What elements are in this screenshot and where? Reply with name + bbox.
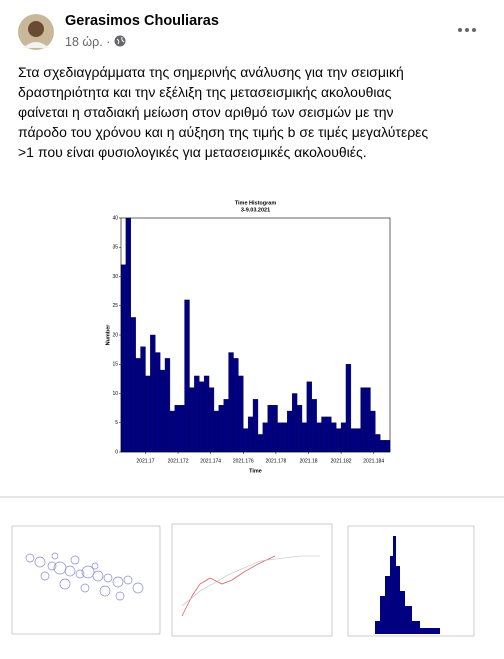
y-tick-label: 20 <box>112 332 118 338</box>
histogram-bar <box>296 404 303 453</box>
histogram-bar <box>140 346 146 453</box>
histogram-bar <box>287 410 293 453</box>
histogram-bar <box>331 422 337 453</box>
histogram-bar <box>218 404 224 453</box>
histogram-bar <box>282 422 288 453</box>
histogram-bar <box>203 375 210 453</box>
x-tick-label: 2021.182 <box>331 458 352 464</box>
histogram-bar <box>243 428 249 453</box>
x-tick-label: 2021.176 <box>233 458 254 464</box>
histogram-bar <box>336 428 342 453</box>
chart-subtitle: 3-9.03.2021 <box>241 207 270 213</box>
histogram-bar <box>223 399 229 453</box>
x-tick-label: 2021.184 <box>363 458 384 464</box>
histogram-bar <box>252 399 259 453</box>
y-tick-label: 5 <box>115 420 118 426</box>
histogram-bar <box>267 404 273 453</box>
histogram-bar <box>164 358 171 453</box>
post-line: φαίνεται η σταδιακή μείωση στον αριθμό τ… <box>18 104 394 120</box>
thumbnail-row <box>0 496 504 659</box>
histogram-bar <box>340 422 347 453</box>
histogram-bar <box>169 410 175 453</box>
histogram-bar <box>350 428 356 453</box>
post-text: Στα σχεδιαγράμματα της σημερινής ανάλυση… <box>18 62 428 162</box>
histogram-bar <box>238 375 244 453</box>
post-line: πάροδο του χρόνου και η αύξηση της τιμής… <box>18 124 429 140</box>
post-line: >1 που είναι φυσιολογικές για μετασεισμι… <box>18 144 367 160</box>
histogram-bar <box>155 352 161 453</box>
x-tick-label: 2021.17 <box>136 458 154 464</box>
histogram-bar <box>135 358 141 453</box>
histogram-bar <box>150 334 156 453</box>
x-tick-label: 2021.172 <box>168 458 189 464</box>
histogram-bar <box>257 434 264 453</box>
y-tick-label: 40 <box>112 215 118 221</box>
histogram-bar <box>184 299 190 453</box>
histogram-bar <box>380 440 386 453</box>
histogram-bar <box>174 404 180 453</box>
x-tick-label: 2021.18 <box>299 458 317 464</box>
histogram-bar <box>365 387 371 453</box>
histogram-bar <box>228 352 234 453</box>
globe-icon <box>114 35 126 47</box>
histogram-bar <box>213 410 220 453</box>
histogram-bar <box>360 387 366 453</box>
histogram-thumbnail[interactable] <box>347 525 475 637</box>
histogram-bar <box>208 387 215 453</box>
histogram-bar <box>159 369 166 453</box>
histogram-bar <box>301 422 308 453</box>
y-axis-label: Number <box>105 324 111 346</box>
histogram-bar <box>130 317 136 453</box>
y-tick-label: 10 <box>112 391 118 397</box>
more-options[interactable] <box>455 25 479 35</box>
histogram-bar <box>311 399 317 453</box>
histogram-bar <box>375 434 381 453</box>
histogram-bar <box>194 375 200 453</box>
post-line: Στα σχεδιαγράμματα της σημερινής ανάλυση… <box>18 64 404 80</box>
histogram-bar <box>189 387 195 453</box>
y-tick-label: 30 <box>112 274 118 280</box>
x-axis-label: Time <box>249 468 262 474</box>
y-tick-label: 35 <box>112 245 118 251</box>
histogram-bar <box>199 381 205 453</box>
histogram-bar <box>306 381 312 453</box>
histogram-bar <box>370 410 376 453</box>
histogram-bar <box>233 358 239 453</box>
histogram-bar <box>262 422 268 453</box>
post-line: δραστηριότητα και την εξέλιξη της μετασε… <box>18 84 392 100</box>
time-text[interactable]: 18 ώρ. · <box>65 35 114 49</box>
histogram-bar <box>125 217 131 453</box>
histogram-bar <box>247 416 254 453</box>
x-tick-label: 2021.174 <box>200 458 221 464</box>
histogram-bar <box>355 428 361 453</box>
histogram-bar <box>145 375 151 453</box>
histogram-bar <box>291 393 298 453</box>
histogram-bar <box>345 364 352 453</box>
histogram-bar <box>384 440 391 453</box>
avatar[interactable] <box>18 14 54 50</box>
histogram-bar <box>272 404 278 453</box>
chart-title: Time Histogram <box>235 200 277 206</box>
histogram-bar <box>326 416 332 453</box>
y-tick-label: 0 <box>115 449 118 455</box>
histogram-bar <box>277 422 283 453</box>
histogram-bar <box>120 264 127 453</box>
author-name[interactable]: Gerasimos Chouliaras <box>65 13 219 29</box>
post-time[interactable]: 18 ώρ. · <box>65 35 126 49</box>
line-thumbnail[interactable] <box>171 523 333 637</box>
histogram-bar <box>321 416 327 453</box>
y-tick-label: 25 <box>112 303 118 309</box>
y-tick-label: 15 <box>112 362 118 368</box>
x-tick-label: 2021.178 <box>265 458 286 464</box>
histogram-bar <box>179 404 185 453</box>
histogram-bar <box>316 422 322 453</box>
scatter-thumbnail[interactable] <box>11 525 161 635</box>
